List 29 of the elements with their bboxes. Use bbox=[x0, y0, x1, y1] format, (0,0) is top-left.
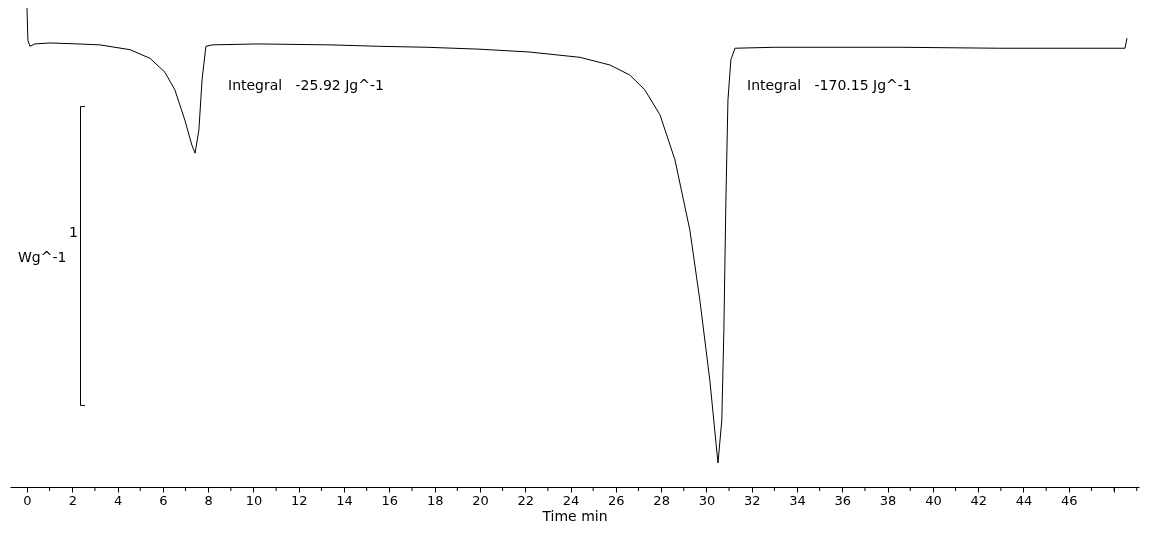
annotation: 1 bbox=[69, 224, 78, 240]
x-tick-label: 36 bbox=[834, 492, 852, 508]
x-tick-label: 22 bbox=[517, 492, 535, 508]
x-tick-label: 20 bbox=[472, 492, 489, 508]
x-tick-label: 34 bbox=[789, 492, 806, 508]
x-tick-label: 6 bbox=[159, 492, 168, 508]
x-tick-label: 28 bbox=[653, 492, 670, 508]
x-tick-label: 18 bbox=[426, 492, 444, 508]
x-tick-label: 46 bbox=[1061, 492, 1078, 508]
x-tick-label: 26 bbox=[608, 492, 625, 508]
annotation: Integral -25.92 Jg^-1 bbox=[228, 77, 384, 93]
x-tick-label: 16 bbox=[381, 492, 399, 508]
annotation: Wg^-1 bbox=[18, 249, 67, 265]
x-tick-label: 38 bbox=[879, 492, 897, 508]
x-tick-label: 44 bbox=[1015, 492, 1033, 508]
x-tick-label: 10 bbox=[245, 492, 263, 508]
x-tick-label: 14 bbox=[336, 492, 353, 508]
annotation: Integral -170.15 Jg^-1 bbox=[747, 77, 912, 93]
x-tick-label: 42 bbox=[970, 492, 987, 508]
x-tick-label: 0 bbox=[23, 492, 32, 508]
x-tick-label: 2 bbox=[68, 492, 77, 508]
x-tick-label: 32 bbox=[743, 492, 761, 508]
x-tick-label: 30 bbox=[698, 492, 716, 508]
x-tick-label: 40 bbox=[925, 492, 942, 508]
x-tick-label: 4 bbox=[113, 492, 123, 508]
x-tick-label: 24 bbox=[562, 492, 580, 508]
x-axis-title: Time min bbox=[541, 507, 608, 524]
x-tick-label: 12 bbox=[290, 492, 308, 508]
x-tick-label: 8 bbox=[204, 492, 213, 508]
